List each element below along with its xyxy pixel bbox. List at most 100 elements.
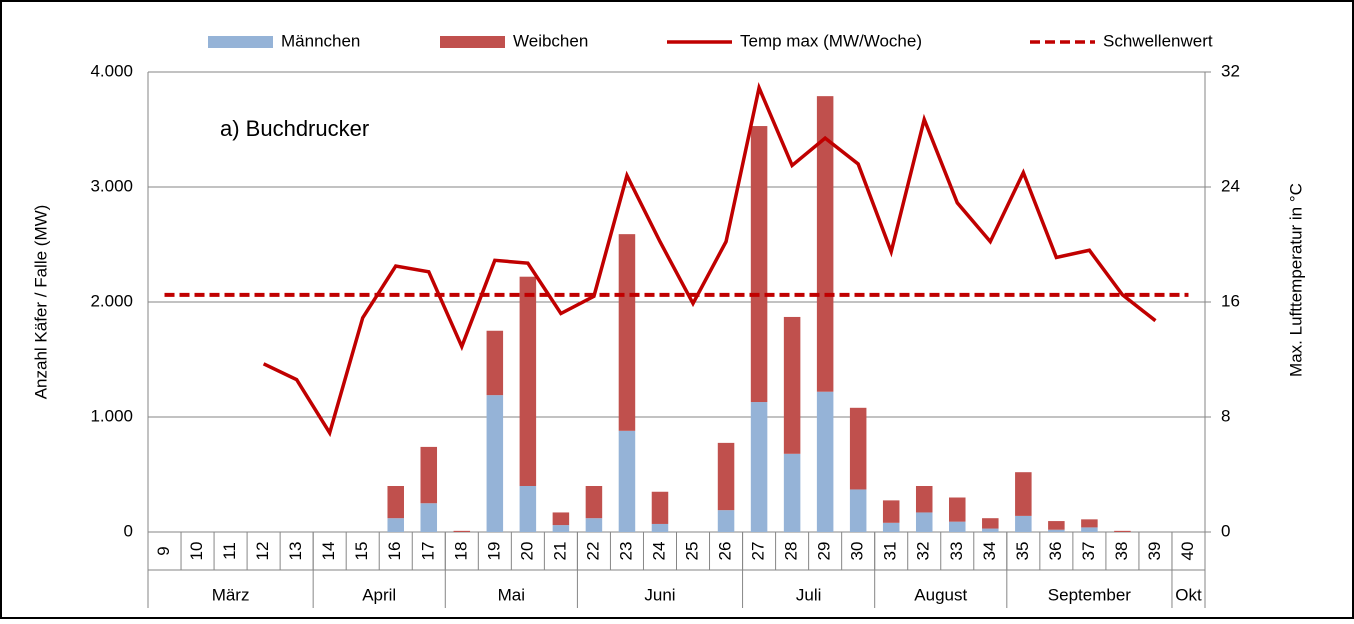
x-tick-label: 21: [550, 542, 569, 561]
bar: [519, 276, 537, 486]
legend-label: Männchen: [281, 31, 360, 50]
y-tick-label: 2.000: [90, 291, 133, 310]
legend-swatch: [208, 36, 273, 48]
legend-swatch: [440, 36, 505, 48]
x-tick-label: 33: [947, 542, 966, 561]
bar: [1048, 521, 1065, 530]
bar: [585, 518, 603, 532]
x-tick-label: 35: [1013, 542, 1032, 561]
x-tick-label: 15: [352, 542, 371, 561]
bar: [453, 530, 471, 532]
bar: [1015, 472, 1032, 516]
x-tick-label: 22: [583, 542, 602, 561]
bar: [849, 489, 867, 532]
x-tick-label: 36: [1046, 542, 1065, 561]
bar: [783, 316, 801, 454]
x-group-label: August: [914, 585, 967, 604]
bar: [882, 500, 900, 523]
bar: [618, 430, 636, 532]
x-tick-label: 17: [418, 542, 437, 561]
bar: [717, 510, 735, 532]
bar: [849, 407, 867, 490]
x-tick-label: 40: [1178, 542, 1197, 561]
y-tick-label: 4.000: [90, 61, 133, 80]
bar: [585, 486, 603, 519]
x-tick-label: 37: [1079, 542, 1098, 561]
bar: [982, 518, 999, 529]
x-tick-label: 19: [484, 542, 503, 561]
x-group-label: März: [212, 585, 250, 604]
bar: [552, 525, 570, 532]
bar: [750, 402, 768, 532]
x-tick-label: 29: [815, 542, 834, 561]
bar: [816, 96, 834, 392]
bar: [486, 395, 504, 532]
x-tick-label: 38: [1112, 542, 1131, 561]
bar: [1114, 530, 1131, 532]
bar: [717, 442, 735, 511]
x-group-label: Okt: [1175, 585, 1202, 604]
bar: [651, 523, 669, 532]
bar: [949, 521, 966, 532]
x-tick-label: 20: [517, 542, 536, 561]
bar: [387, 518, 404, 532]
bar: [750, 126, 768, 403]
x-tick-label: 18: [451, 542, 470, 561]
x-group-label: September: [1048, 585, 1131, 604]
x-tick-label: 25: [683, 542, 702, 561]
y2-tick-label: 8: [1221, 406, 1230, 425]
x-tick-label: 31: [881, 542, 900, 561]
bar: [486, 330, 504, 396]
x-group-label: Juli: [796, 585, 822, 604]
bar: [420, 446, 438, 504]
y-tick-label: 1.000: [90, 406, 133, 425]
x-group-label: April: [362, 585, 396, 604]
legend-label: Weibchen: [513, 31, 588, 50]
legend-label: Temp max (MW/Woche): [740, 31, 922, 50]
y-axis-title: Anzahl Käfer / Falle (MW): [31, 205, 50, 400]
bar: [915, 512, 933, 532]
x-tick-label: 28: [782, 542, 801, 561]
bar: [915, 486, 933, 513]
bar: [519, 486, 537, 532]
bar: [618, 234, 636, 431]
x-tick-label: 14: [319, 542, 338, 561]
bar: [1015, 515, 1032, 532]
x-group-label: Mai: [498, 585, 525, 604]
y2-tick-label: 0: [1221, 521, 1230, 540]
bar: [552, 512, 570, 526]
y2-tick-label: 16: [1221, 291, 1240, 310]
x-tick-label: 11: [220, 542, 239, 560]
bar: [949, 497, 966, 522]
legend-label: Schwellenwert: [1103, 31, 1213, 50]
x-tick-label: 24: [649, 542, 668, 561]
bar: [1081, 527, 1098, 532]
x-tick-label: 10: [187, 542, 206, 561]
x-tick-label: 13: [286, 542, 305, 561]
x-tick-label: 39: [1145, 542, 1164, 561]
y2-tick-label: 24: [1221, 176, 1240, 195]
x-tick-label: 9: [154, 546, 173, 555]
bar: [1048, 529, 1065, 532]
x-tick-label: 32: [914, 542, 933, 561]
x-tick-label: 34: [980, 542, 999, 561]
annotation: a) Buchdrucker: [220, 116, 369, 141]
bar: [387, 486, 404, 519]
x-tick-label: 30: [848, 542, 867, 561]
bar: [982, 528, 999, 532]
x-tick-label: 27: [749, 542, 768, 561]
y2-tick-label: 32: [1221, 61, 1240, 80]
bar: [651, 491, 669, 524]
bar: [816, 391, 834, 532]
x-tick-label: 16: [385, 542, 404, 561]
bar: [783, 453, 801, 532]
line: [262, 82, 1157, 438]
y-tick-label: 3.000: [90, 176, 133, 195]
x-group-label: Juni: [644, 585, 675, 604]
x-tick-label: 26: [716, 542, 735, 561]
x-tick-label: 12: [253, 542, 272, 561]
y2-axis-title: Max. Lufttemperatur in °C: [1286, 183, 1305, 377]
y-tick-label: 0: [124, 521, 133, 540]
